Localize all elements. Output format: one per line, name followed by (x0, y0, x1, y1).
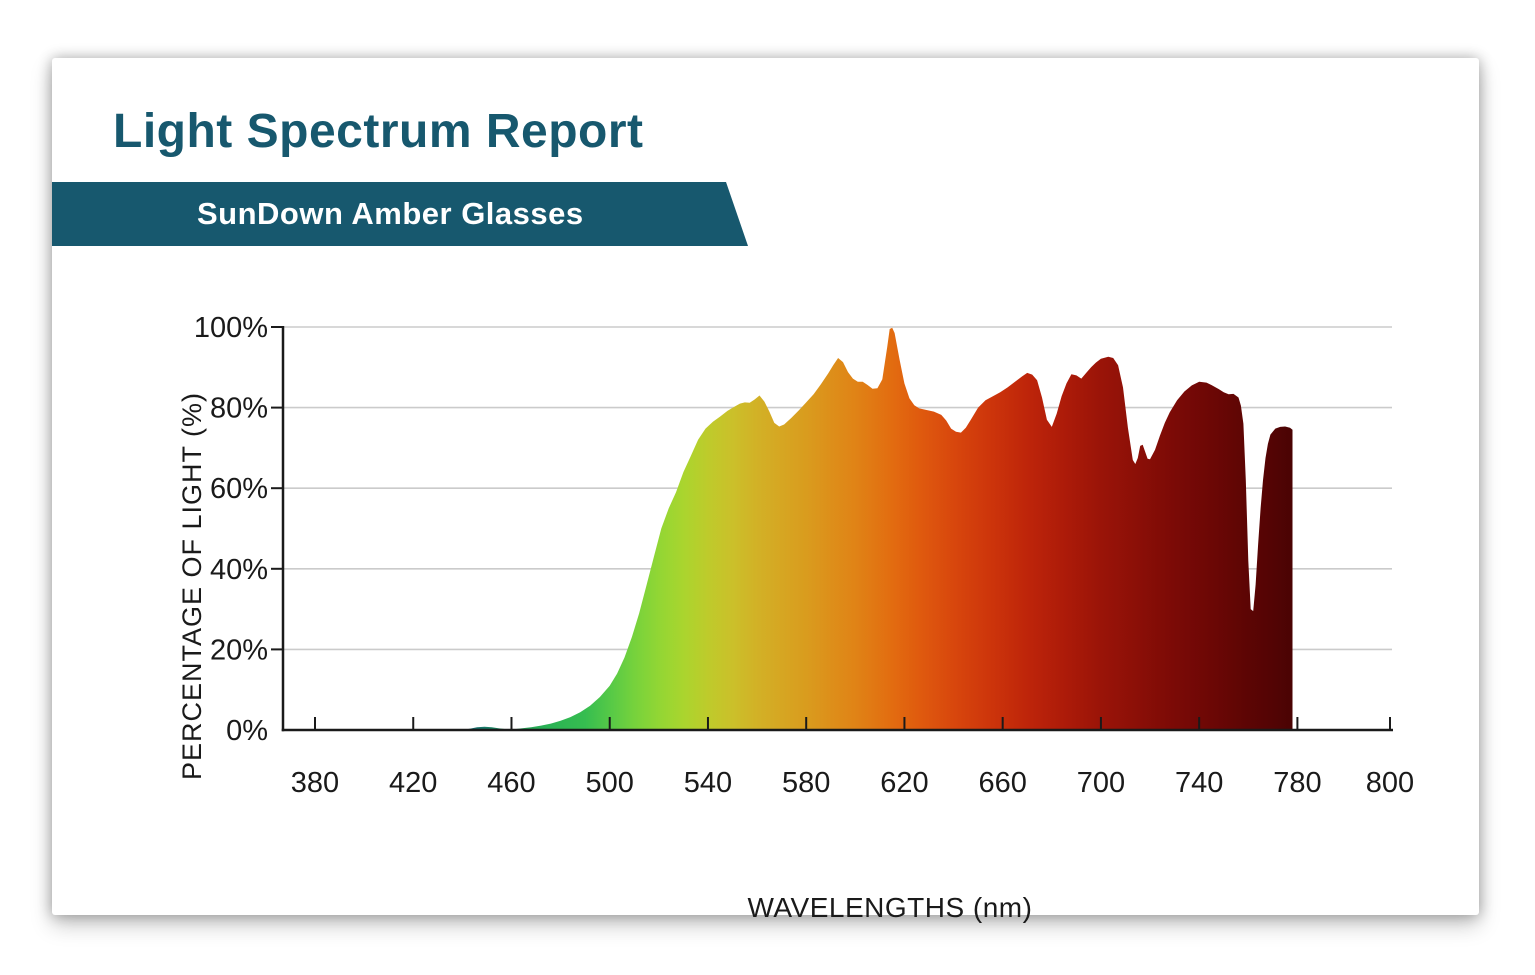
x-tick-label: 660 (978, 767, 1026, 799)
y-tick-label: 40% (210, 554, 268, 586)
x-tick-label: 420 (389, 767, 437, 799)
y-tick-label: 20% (210, 634, 268, 666)
x-tick-label: 380 (291, 767, 339, 799)
x-tick-label: 460 (487, 767, 535, 799)
page-title: Light Spectrum Report (113, 105, 644, 158)
x-axis-title: WAVELENGTHS (nm) (747, 892, 1033, 923)
y-tick-label: 100% (194, 312, 268, 344)
subtitle-banner: SunDown Amber Glasses (52, 182, 748, 246)
x-tick-label: 500 (586, 767, 634, 799)
spectrum-area (462, 327, 1293, 730)
y-tick-label: 80% (210, 393, 268, 425)
x-tick-label: 740 (1175, 767, 1223, 799)
x-tick-label: 700 (1077, 767, 1125, 799)
y-tick-label: 60% (210, 473, 268, 505)
y-tick-label: 0% (226, 715, 268, 747)
x-tick-label: 620 (880, 767, 928, 799)
x-tick-label: 780 (1273, 767, 1321, 799)
x-tick-label: 580 (782, 767, 830, 799)
subtitle-text: SunDown Amber Glasses (197, 196, 584, 231)
x-tick-label: 540 (684, 767, 732, 799)
x-tick-label: 800 (1366, 767, 1414, 799)
